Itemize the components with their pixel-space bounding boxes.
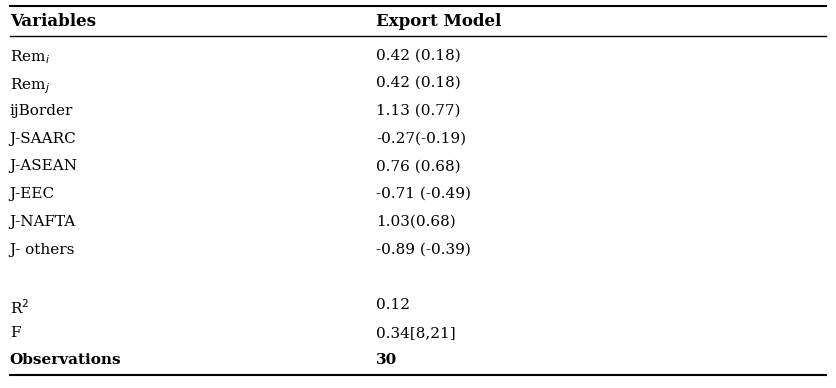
Text: J-ASEAN: J-ASEAN — [10, 159, 78, 173]
Text: Rem$_i$: Rem$_i$ — [10, 48, 50, 66]
Text: Observations: Observations — [10, 353, 121, 367]
Text: 0.34[8,21]: 0.34[8,21] — [376, 326, 456, 340]
Text: J-SAARC: J-SAARC — [10, 132, 76, 146]
Text: -0.89 (-0.39): -0.89 (-0.39) — [376, 242, 472, 256]
Text: F: F — [10, 326, 20, 340]
Text: R$^2$: R$^2$ — [10, 298, 29, 317]
Text: ijBorder: ijBorder — [10, 104, 73, 118]
Text: 1.13 (0.77): 1.13 (0.77) — [376, 104, 461, 118]
Text: -0.71 (-0.49): -0.71 (-0.49) — [376, 187, 472, 201]
Text: 0.76 (0.68): 0.76 (0.68) — [376, 159, 461, 173]
Text: Export Model: Export Model — [376, 13, 502, 30]
Text: 0.42 (0.18): 0.42 (0.18) — [376, 76, 461, 90]
Text: J-NAFTA: J-NAFTA — [10, 215, 76, 229]
Text: Rem$_j$: Rem$_j$ — [10, 76, 50, 96]
Text: J- others: J- others — [10, 242, 75, 256]
Text: 30: 30 — [376, 353, 398, 367]
Text: 1.03(0.68): 1.03(0.68) — [376, 215, 456, 229]
Text: 0.42 (0.18): 0.42 (0.18) — [376, 48, 461, 62]
Text: -0.27(-0.19): -0.27(-0.19) — [376, 132, 466, 146]
Text: 0.12: 0.12 — [376, 298, 410, 312]
Text: Variables: Variables — [10, 13, 95, 30]
Text: J-EEC: J-EEC — [10, 187, 55, 201]
